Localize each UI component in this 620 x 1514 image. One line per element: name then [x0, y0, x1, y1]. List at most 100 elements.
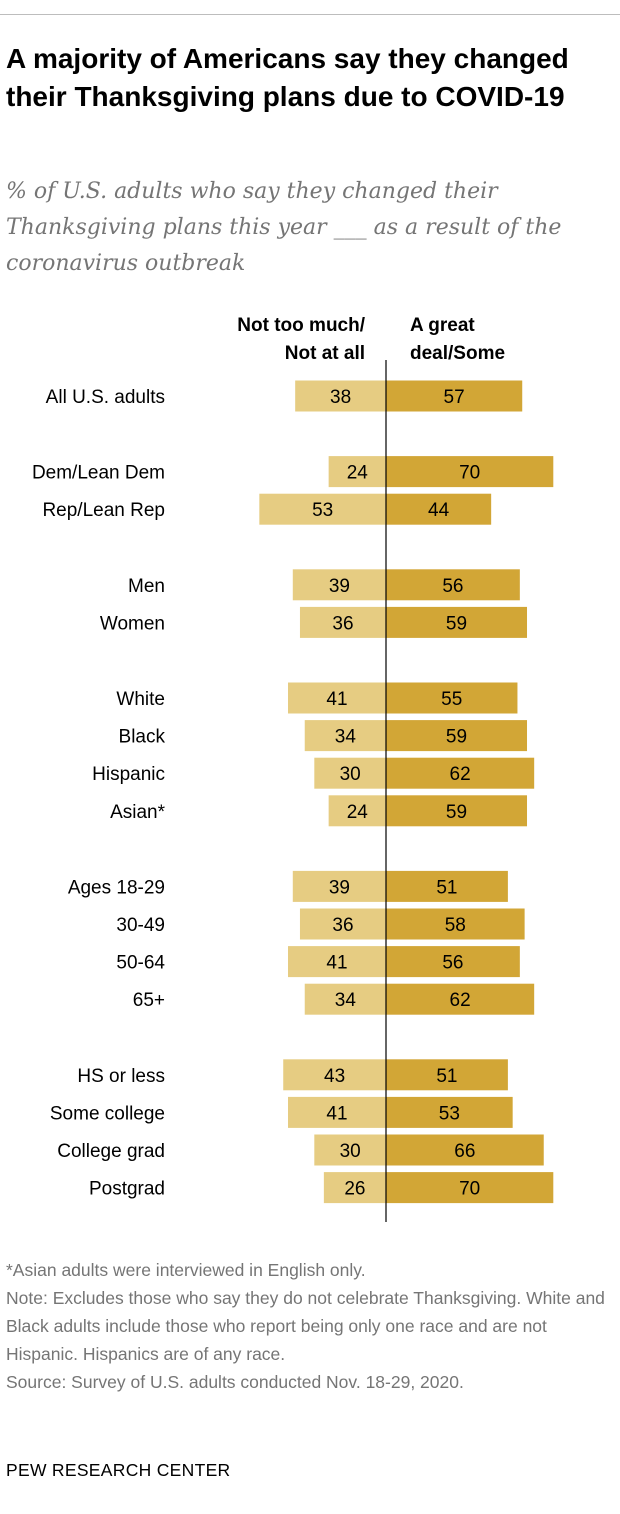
row-label: Women — [100, 613, 165, 634]
chart-row: Women 36 59 — [100, 606, 528, 638]
chart-row: Postgrad 26 70 — [89, 1172, 554, 1204]
row-label: Postgrad — [89, 1179, 165, 1200]
bar-great-deal — [386, 1172, 554, 1204]
row-label: Dem/Lean Dem — [32, 463, 165, 484]
bar-great-deal — [386, 720, 528, 752]
data-label-great-deal: 44 — [428, 500, 450, 521]
bar-not-too-much — [314, 757, 386, 789]
data-label-great-deal: 62 — [450, 990, 471, 1011]
bar-great-deal — [386, 870, 508, 902]
data-label-not-too-much: 30 — [340, 1141, 361, 1162]
data-label-not-too-much: 41 — [326, 953, 347, 974]
row-label: All U.S. adults — [46, 387, 165, 408]
data-label-not-too-much: 53 — [312, 500, 333, 521]
chart-title: A majority of Americans say they changed… — [6, 43, 569, 112]
row-label: College grad — [57, 1141, 165, 1162]
row-label: Some college — [50, 1103, 165, 1124]
chart-row: Men 39 56 — [128, 569, 520, 601]
chart-row: Hispanic 30 62 — [92, 757, 535, 789]
data-label-not-too-much: 36 — [332, 613, 353, 634]
bar-not-too-much — [288, 682, 386, 714]
bar-great-deal — [386, 908, 525, 940]
bar-great-deal — [386, 757, 535, 789]
chart-row: Black 34 59 — [119, 720, 528, 752]
data-label-not-too-much: 30 — [340, 764, 361, 785]
bar-great-deal — [386, 795, 528, 827]
data-label-not-too-much: 39 — [329, 576, 350, 597]
data-label-great-deal: 59 — [446, 727, 467, 748]
bar-great-deal — [386, 983, 535, 1015]
legend-not-too-much-line-1: Not too much/ — [237, 315, 365, 336]
data-label-great-deal: 57 — [444, 387, 465, 408]
chart-row: White 41 55 — [116, 682, 518, 714]
data-label-great-deal: 56 — [442, 576, 463, 597]
row-label: Ages 18-29 — [68, 877, 165, 898]
source-note: Source: Survey of U.S. adults conducted … — [6, 1372, 464, 1392]
data-label-great-deal: 70 — [459, 463, 480, 484]
legend-great-deal-line-1: A great — [410, 315, 475, 336]
chart-row: All U.S. adults 38 57 — [46, 380, 523, 412]
chart-row: Rep/Lean Rep 53 44 — [42, 493, 492, 525]
row-label: Rep/Lean Rep — [42, 500, 165, 521]
data-label-great-deal: 51 — [436, 877, 457, 898]
bar-great-deal — [386, 1059, 508, 1091]
data-label-not-too-much: 24 — [347, 802, 369, 823]
row-label: 65+ — [133, 990, 165, 1011]
bar-great-deal — [386, 380, 523, 412]
chart-row: 30-49 36 58 — [116, 908, 525, 940]
row-label: 50-64 — [116, 953, 165, 974]
chart-row: College grad 30 66 — [57, 1134, 544, 1166]
chart-row: 50-64 41 56 — [116, 946, 520, 978]
data-label-not-too-much: 34 — [335, 727, 357, 748]
source-org-logo: PEW RESEARCH CENTER — [6, 1460, 231, 1480]
data-label-great-deal: 51 — [436, 1066, 457, 1087]
data-label-great-deal: 53 — [439, 1103, 460, 1124]
row-label: HS or less — [77, 1066, 165, 1087]
bar-great-deal — [386, 1096, 513, 1128]
bar-great-deal — [386, 493, 492, 525]
chart-row: Asian* 24 59 — [110, 795, 528, 827]
legend-great-deal: A great deal/Some — [410, 312, 610, 368]
bar-great-deal — [386, 946, 520, 978]
bar-not-too-much — [304, 983, 386, 1015]
bar-great-deal — [386, 569, 520, 601]
bar-not-too-much — [283, 1059, 386, 1091]
row-label: Hispanic — [92, 764, 165, 785]
data-label-great-deal: 59 — [446, 802, 467, 823]
chart-row: Ages 18-29 39 51 — [68, 870, 508, 902]
bar-not-too-much — [288, 946, 386, 978]
legend-great-deal-line-2: deal/Some — [410, 343, 506, 364]
bar-great-deal — [386, 606, 528, 638]
top-rule — [0, 14, 620, 15]
data-label-not-too-much: 36 — [332, 915, 353, 936]
data-label-not-too-much: 34 — [335, 990, 357, 1011]
bar-great-deal — [386, 456, 554, 488]
bar-great-deal — [386, 682, 518, 714]
row-label: 30-49 — [116, 915, 165, 936]
data-label-not-too-much: 24 — [347, 463, 369, 484]
data-label-great-deal: 59 — [446, 613, 467, 634]
chart-subtitle: % of U.S. adults who say they changed th… — [6, 179, 562, 276]
data-label-not-too-much: 41 — [326, 689, 347, 710]
bar-not-too-much — [323, 1172, 386, 1204]
chart-row: Some college 41 53 — [50, 1096, 513, 1128]
data-label-not-too-much: 43 — [324, 1066, 345, 1087]
chart-row: 65+ 34 62 — [133, 983, 535, 1015]
data-label-great-deal: 66 — [454, 1141, 475, 1162]
data-label-great-deal: 56 — [442, 953, 463, 974]
data-label-not-too-much: 38 — [330, 387, 351, 408]
data-label-great-deal: 55 — [441, 689, 462, 710]
data-label-not-too-much: 26 — [344, 1179, 365, 1200]
chart-row: Dem/Lean Dem 24 70 — [32, 456, 554, 488]
data-label-great-deal: 70 — [459, 1179, 480, 1200]
bar-not-too-much — [259, 493, 386, 525]
bar-great-deal — [386, 1134, 544, 1166]
bar-not-too-much — [292, 870, 386, 902]
data-label-not-too-much: 41 — [326, 1103, 347, 1124]
data-label-not-too-much: 39 — [329, 877, 350, 898]
diverging-bar-chart: All U.S. adults 38 57 Dem/Lean Dem 24 70 Rep/L… — [32, 360, 554, 1222]
row-label: White — [116, 689, 165, 710]
data-label-great-deal: 58 — [445, 915, 466, 936]
asterisk-note: *Asian adults were interviewed in Englis… — [6, 1260, 366, 1280]
bar-not-too-much — [304, 720, 386, 752]
